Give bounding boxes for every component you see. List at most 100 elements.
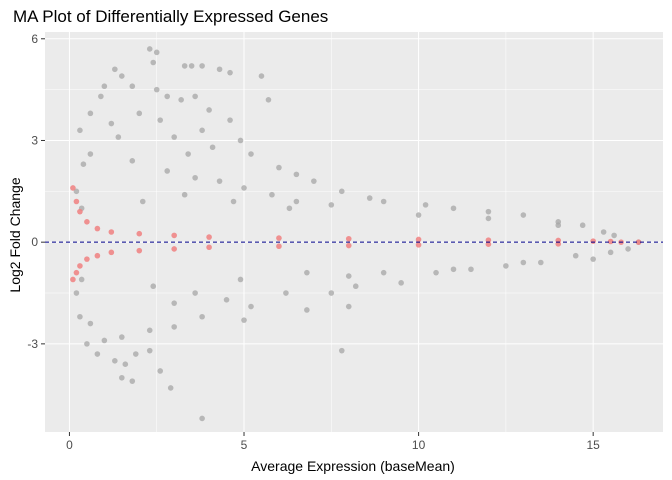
highlighted-gene-point (485, 241, 492, 248)
gene-point (209, 144, 216, 151)
highlighted-gene-point (77, 263, 83, 269)
highlighted-gene-point (108, 249, 115, 256)
gene-point (153, 49, 160, 56)
gene-point (206, 107, 212, 113)
gene-point (520, 259, 527, 266)
gene-point (258, 73, 265, 79)
gene-point (216, 66, 223, 73)
highlighted-gene-point (276, 235, 282, 241)
gene-point (157, 368, 164, 374)
gene-point (433, 269, 439, 276)
gene-point (146, 347, 153, 354)
highlighted-gene-point (345, 242, 352, 249)
gene-point (73, 290, 80, 296)
gene-point (192, 174, 198, 181)
gene-point (199, 127, 205, 134)
gene-point (248, 151, 254, 157)
highlighted-gene-point (84, 219, 90, 225)
gene-point (192, 93, 198, 100)
highlighted-gene-point (70, 276, 76, 283)
gene-point (304, 269, 310, 276)
x-tick-label: 0 (66, 438, 73, 452)
gene-point (188, 63, 195, 69)
highlighted-gene-point (206, 244, 212, 251)
gene-point (503, 263, 509, 269)
highlighted-gene-point (590, 238, 596, 244)
highlighted-gene-point (73, 198, 80, 205)
gene-point (119, 73, 125, 79)
gene-point (625, 246, 631, 252)
highlighted-gene-point (108, 229, 115, 235)
highlighted-gene-point (206, 234, 212, 240)
gene-point (181, 191, 188, 198)
highlighted-gene-point (94, 225, 101, 232)
highlighted-gene-point (607, 238, 614, 245)
gene-point (286, 205, 293, 212)
gene-point (450, 205, 457, 212)
gene-point (146, 327, 153, 334)
gene-point (87, 320, 94, 327)
gene-point (537, 259, 544, 266)
gene-point (78, 276, 85, 283)
gene-point (185, 151, 191, 157)
gene-point (276, 164, 282, 171)
highlighted-gene-point (84, 256, 90, 262)
gene-point (171, 134, 177, 140)
gene-point (241, 317, 247, 323)
highlighted-gene-point (635, 239, 642, 245)
gene-point (112, 358, 118, 364)
gene-point (157, 117, 164, 123)
gene-point (136, 110, 143, 117)
y-axis-title: Log2 Fold Change (7, 177, 23, 292)
gene-point (237, 137, 244, 144)
gene-point (119, 334, 125, 340)
gene-point (590, 256, 596, 262)
gene-point (167, 385, 174, 391)
gene-point (115, 134, 122, 140)
gene-point (129, 83, 136, 90)
gene-point (293, 198, 300, 205)
gene-point (87, 110, 94, 117)
gene-point (164, 93, 171, 100)
x-tick-label: 5 (241, 438, 248, 452)
gene-point (171, 300, 177, 306)
gene-point (129, 378, 136, 384)
gene-point (119, 374, 125, 381)
plot-panel (45, 32, 663, 432)
gene-point (293, 171, 300, 178)
gene-point (380, 198, 387, 205)
y-tick-label: 0 (31, 235, 38, 249)
gene-point (572, 252, 579, 259)
gene-point (112, 66, 118, 73)
tick-labels: 0 5 10 15 -3 0 3 6 (27, 32, 600, 452)
gene-point (129, 158, 136, 164)
gene-point (328, 202, 335, 208)
gene-point (216, 178, 223, 184)
gene-point (178, 96, 184, 103)
gene-point (607, 249, 614, 256)
highlighted-gene-point (136, 247, 143, 254)
highlighted-gene-point (171, 232, 177, 239)
data-points (70, 46, 642, 422)
gene-point (94, 351, 101, 357)
gene-point (345, 303, 352, 310)
gene-point (164, 168, 171, 174)
gene-point (227, 69, 233, 76)
gene-point (338, 347, 345, 354)
gene-point (101, 83, 108, 90)
gene-point (398, 280, 404, 286)
y-tick-label: -3 (27, 337, 38, 351)
gene-point (230, 198, 237, 205)
gene-point (328, 290, 335, 296)
gene-point (146, 46, 153, 52)
gene-point (450, 266, 457, 273)
gene-point (380, 269, 387, 276)
gene-point (77, 313, 83, 320)
highlighted-gene-point (73, 269, 80, 276)
highlighted-gene-point (171, 246, 177, 252)
gene-point (283, 290, 289, 296)
highlighted-gene-point (94, 252, 101, 259)
gene-point (366, 195, 373, 201)
gene-point (192, 290, 198, 296)
